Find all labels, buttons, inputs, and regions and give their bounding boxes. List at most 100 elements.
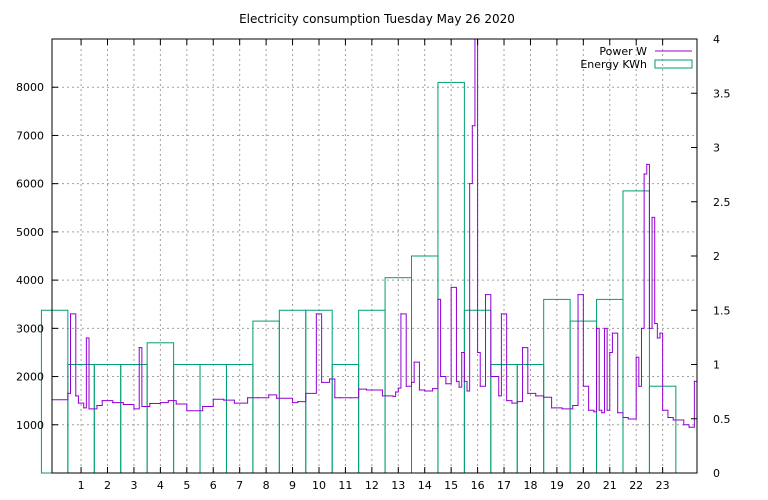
power-point <box>582 385 584 387</box>
power-point <box>397 387 399 389</box>
power-point <box>693 380 695 382</box>
power-point <box>186 410 188 412</box>
power-point <box>257 397 259 399</box>
power-point <box>247 397 249 399</box>
power-point <box>432 388 434 390</box>
y-tick-label: 2000 <box>16 371 44 384</box>
power-point <box>659 332 661 334</box>
power-point <box>476 351 479 354</box>
y2-tick-label: 2.5 <box>713 196 731 209</box>
power-point <box>635 356 637 358</box>
x-tick-label: 8 <box>263 479 270 492</box>
power-point <box>75 395 77 397</box>
power-point <box>598 409 600 411</box>
power-point <box>595 327 598 329</box>
x-tick-label: 19 <box>550 479 564 492</box>
power-point <box>609 351 611 354</box>
power-point <box>648 327 651 329</box>
x-tick-label: 1 <box>78 479 85 492</box>
power-point <box>405 385 407 387</box>
y2-tick-label: 3 <box>713 142 720 155</box>
x-tick-label: 23 <box>656 479 670 492</box>
power-point <box>101 400 103 402</box>
power-point <box>593 411 595 413</box>
x-tick-label: 14 <box>418 479 432 492</box>
power-point <box>85 337 87 339</box>
power-point <box>305 392 307 395</box>
power-point <box>358 388 360 390</box>
power-point <box>506 400 508 402</box>
power-point <box>617 412 619 414</box>
power-point <box>640 327 643 329</box>
power-point <box>418 389 421 391</box>
power-point <box>395 391 397 393</box>
y2-tick-label: 1 <box>713 359 720 372</box>
power-point <box>445 383 447 385</box>
power-point <box>334 397 336 399</box>
power-point <box>175 403 177 405</box>
power-point <box>400 313 402 315</box>
power-point <box>577 293 579 296</box>
x-tick-label: 17 <box>497 479 511 492</box>
power-point <box>69 313 72 315</box>
power-point <box>469 183 471 185</box>
power-point <box>479 385 481 387</box>
power-point <box>543 396 545 398</box>
power-point <box>138 347 140 349</box>
power-point <box>516 401 518 403</box>
y-tick-label: 4000 <box>16 274 44 287</box>
power-point <box>603 327 606 329</box>
x-tick-label: 16 <box>471 479 485 492</box>
power-point <box>83 407 85 409</box>
power-point <box>223 399 225 401</box>
y2-tick-label: 0 <box>713 467 720 480</box>
power-point <box>601 412 603 414</box>
power-point <box>202 405 204 408</box>
power-point <box>437 298 439 300</box>
power-point <box>212 398 214 400</box>
x-tick-label: 6 <box>210 479 217 492</box>
power-point <box>112 401 114 404</box>
power-point <box>167 400 169 402</box>
power-point <box>651 216 653 219</box>
y2-tick-label: 2 <box>713 250 720 263</box>
power-point <box>424 390 426 392</box>
power-point <box>672 419 674 421</box>
power-point <box>484 293 487 296</box>
power-point <box>96 404 98 407</box>
power-point <box>410 381 413 383</box>
axis-ticks: 1 2 3 4 5 6 7 8 9 10 11 12 13 14 15 16 17 18 19 20 21 22 23100… <box>16 33 731 492</box>
power-point <box>632 418 635 420</box>
legend: Power W Energy KWh <box>580 45 693 71</box>
power-point <box>551 407 553 409</box>
plot-border <box>51 38 698 474</box>
power-point <box>461 351 463 354</box>
y-tick-label: 1000 <box>16 419 44 432</box>
power-point <box>622 416 624 419</box>
power-point <box>159 401 161 404</box>
legend-swatch-energy <box>654 59 693 69</box>
power-point <box>561 408 563 410</box>
power-point <box>471 125 473 127</box>
power-point <box>268 394 270 396</box>
power-point <box>511 402 513 404</box>
energy-bar <box>40 309 69 474</box>
legend-label-energy: Energy KWh <box>580 58 647 71</box>
power-point <box>315 313 317 315</box>
power-point <box>498 395 500 397</box>
x-tick-label: 9 <box>289 479 296 492</box>
grid <box>52 39 697 473</box>
x-tick-label: 21 <box>603 479 617 492</box>
power-point <box>490 375 492 378</box>
x-tick-label: 2 <box>104 479 111 492</box>
power-series <box>51 38 697 428</box>
power-point <box>392 395 394 397</box>
power-point <box>122 403 124 406</box>
power-point <box>646 163 648 165</box>
power-point <box>572 404 574 407</box>
power-point <box>677 419 680 421</box>
x-tick-label: 20 <box>576 479 590 492</box>
y-tick-label: 5000 <box>16 226 44 239</box>
energy-series <box>40 81 677 474</box>
